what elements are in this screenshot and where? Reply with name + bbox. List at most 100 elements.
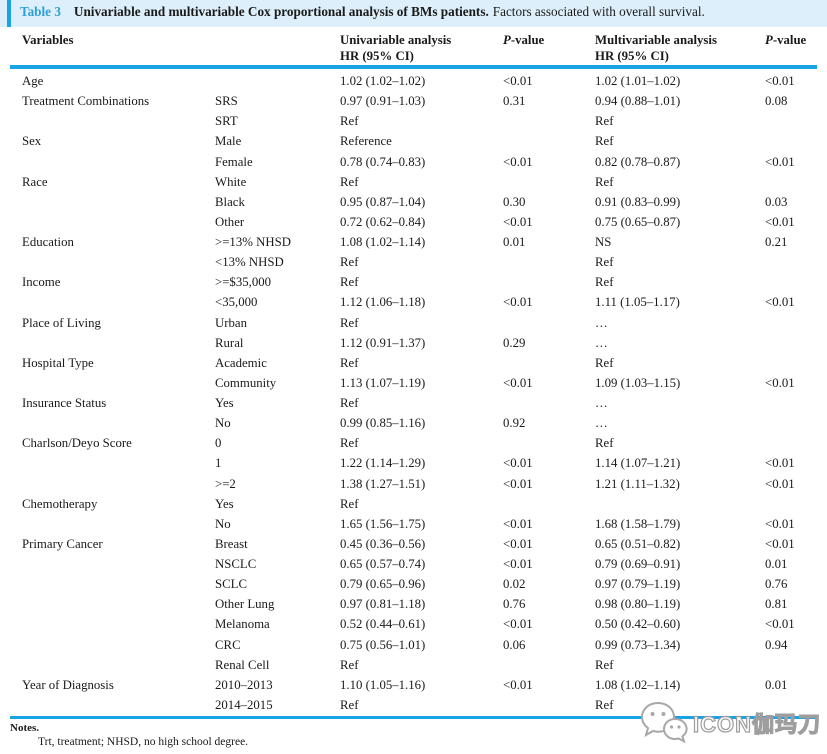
category-cell: 1 [215,456,222,471]
header-p-value-univariable: P-value [503,33,545,47]
univariable-p-cell [503,131,595,151]
univariable-p-cell [503,655,595,675]
category-cell: 0 [215,436,222,451]
multivariable-p-cell: 0.03 [765,194,788,209]
category-cell [215,71,340,91]
multivariable-hr-cell: … [595,396,608,410]
variable-cell: Race [22,174,48,189]
univariable-p-cell: 0.30 [503,194,526,209]
univariable-hr-cell: Ref [340,174,359,189]
univariable-p-cell: 0.06 [503,637,526,652]
univariable-p-cell: <0.01 [503,295,533,310]
caption-title-rest: Factors associated with overall survival… [492,4,705,19]
univariable-hr-cell: 0.72 (0.62–0.84) [340,214,426,229]
univariable-hr-cell: 0.97 (0.91–1.03) [340,94,426,109]
multivariable-p-cell [765,252,817,272]
variable-cell [10,453,215,473]
univariable-hr-cell: 1.02 (1.02–1.02) [340,74,426,88]
multivariable-hr-cell: 0.79 (0.69–0.91) [595,557,681,571]
category-cell: Other [215,214,245,229]
univariable-hr-cell: Ref [340,396,359,410]
univariable-p-cell [503,172,595,192]
univariable-p-cell [503,695,595,715]
univariable-p-cell: 0.02 [503,577,526,592]
multivariable-p-cell: 0.01 [765,557,788,571]
category-cell: 2010–2013 [215,677,273,692]
multivariable-hr-cell: Ref [595,174,614,189]
variable-cell [10,614,215,634]
multivariable-hr-cell: 0.99 (0.73–1.34) [595,637,681,652]
category-cell: SCLC [215,577,248,592]
variable-cell [10,635,215,655]
multivariable-hr-cell: 1.02 (1.01–1.02) [595,74,681,88]
multivariable-p-cell: <0.01 [765,154,795,169]
category-cell: Urban [215,315,247,330]
multivariable-hr-cell: 0.65 (0.51–0.82) [595,536,681,551]
variable-cell [10,574,215,594]
multivariable-p-cell: 0.76 [765,577,788,592]
univariable-p-cell [503,313,595,333]
variable-cell: Primary Cancer [22,536,103,551]
multivariable-hr-cell: 0.97 (0.79–1.19) [595,577,681,592]
header-multivariable-analysis: Multivariable analysis HR (95% CI) [595,33,717,64]
variable-cell [10,111,215,131]
multivariable-hr-cell: … [595,335,608,350]
multivariable-hr-cell: 0.82 (0.78–0.87) [595,154,681,169]
category-cell: Other Lung [215,597,275,612]
variable-cell [10,413,215,433]
multivariable-p-cell [765,111,817,131]
multivariable-p-cell: <0.01 [765,295,795,310]
multivariable-hr-cell: 0.98 (0.80–1.19) [595,597,681,612]
multivariable-hr-cell: Ref [595,255,614,270]
header-rule [10,65,817,69]
variable-cell: Income [22,275,61,290]
univariable-p-cell: <0.01 [503,677,533,692]
category-cell: Female [215,154,253,169]
variable-cell: Place of Living [22,315,101,330]
multivariable-hr-cell: 1.08 (1.02–1.14) [595,677,681,692]
variable-cell: Hospital Type [22,355,94,370]
univariable-hr-cell: 0.75 (0.56–1.01) [340,637,426,652]
variable-cell [10,252,215,272]
univariable-p-cell: 0.01 [503,235,526,249]
category-cell: No [215,416,231,431]
multivariable-p-cell: <0.01 [765,476,795,491]
multivariable-p-cell: <0.01 [765,536,795,551]
category-cell: SRT [215,114,238,129]
multivariable-hr-cell: … [595,416,608,431]
table-caption: Table 3 Univariable and multivariable Cox… [20,4,705,20]
univariable-p-cell [503,433,595,453]
category-cell: Yes [215,496,234,511]
univariable-hr-cell: 0.79 (0.65–0.96) [340,577,426,592]
notes-heading: Notes. [10,722,40,734]
caption-accent-bar [7,0,11,27]
univariable-hr-cell: 0.65 (0.57–0.74) [340,557,426,571]
univariable-hr-cell: Ref [340,114,359,129]
univariable-p-cell [503,272,595,292]
multivariable-hr-cell: 1.09 (1.03–1.15) [595,375,681,390]
univariable-hr-cell: Ref [340,657,359,672]
multivariable-p-cell [765,655,817,675]
category-cell: SRS [215,94,238,109]
univariable-hr-cell: 0.99 (0.85–1.16) [340,416,426,431]
multivariable-hr-cell: Ref [595,114,614,129]
category-cell: 2014–2015 [215,697,273,712]
multivariable-hr-cell: Ref [595,275,614,290]
variable-cell: Education [22,235,74,249]
table-caption-strip: Table 3 Univariable and multivariable Cox… [0,0,827,27]
variable-cell: Insurance Status [22,396,107,410]
header-univariable-line2: HR (95% CI) [340,48,414,63]
univariable-p-cell [503,494,595,514]
univariable-hr-cell: 0.45 (0.36–0.56) [340,536,426,551]
variable-cell: Sex [22,134,42,149]
category-cell: NSCLC [215,557,257,571]
univariable-hr-cell: 1.12 (1.06–1.18) [340,295,426,310]
multivariable-hr-cell: Ref [595,657,614,672]
category-cell: Renal Cell [215,657,270,672]
univariable-p-cell [503,353,595,373]
category-cell: Yes [215,396,234,410]
multivariable-p-cell [765,494,817,514]
multivariable-p-cell [765,353,817,373]
multivariable-hr-cell: 0.75 (0.65–0.87) [595,214,681,229]
univariable-p-cell: <0.01 [503,476,533,491]
